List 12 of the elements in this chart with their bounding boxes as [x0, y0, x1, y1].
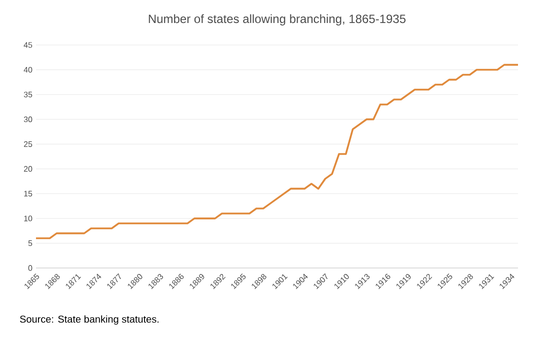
source-note: Source: State banking statutes. — [20, 315, 159, 325]
y-tick-label: 10 — [24, 216, 32, 222]
y-tick-label: 35 — [24, 92, 32, 98]
y-tick-label: 25 — [24, 141, 32, 147]
y-tick-label: 45 — [24, 42, 32, 48]
y-tick-label: 0 — [28, 265, 32, 271]
y-tick-label: 40 — [24, 66, 32, 73]
chart-title: Number of states allowing branching, 1865-1935 — [148, 14, 406, 26]
y-tick-label: 15 — [24, 190, 32, 196]
y-tick-label: 30 — [24, 116, 32, 122]
y-tick-label: 5 — [28, 240, 32, 246]
y-tick-label: 20 — [24, 166, 32, 172]
